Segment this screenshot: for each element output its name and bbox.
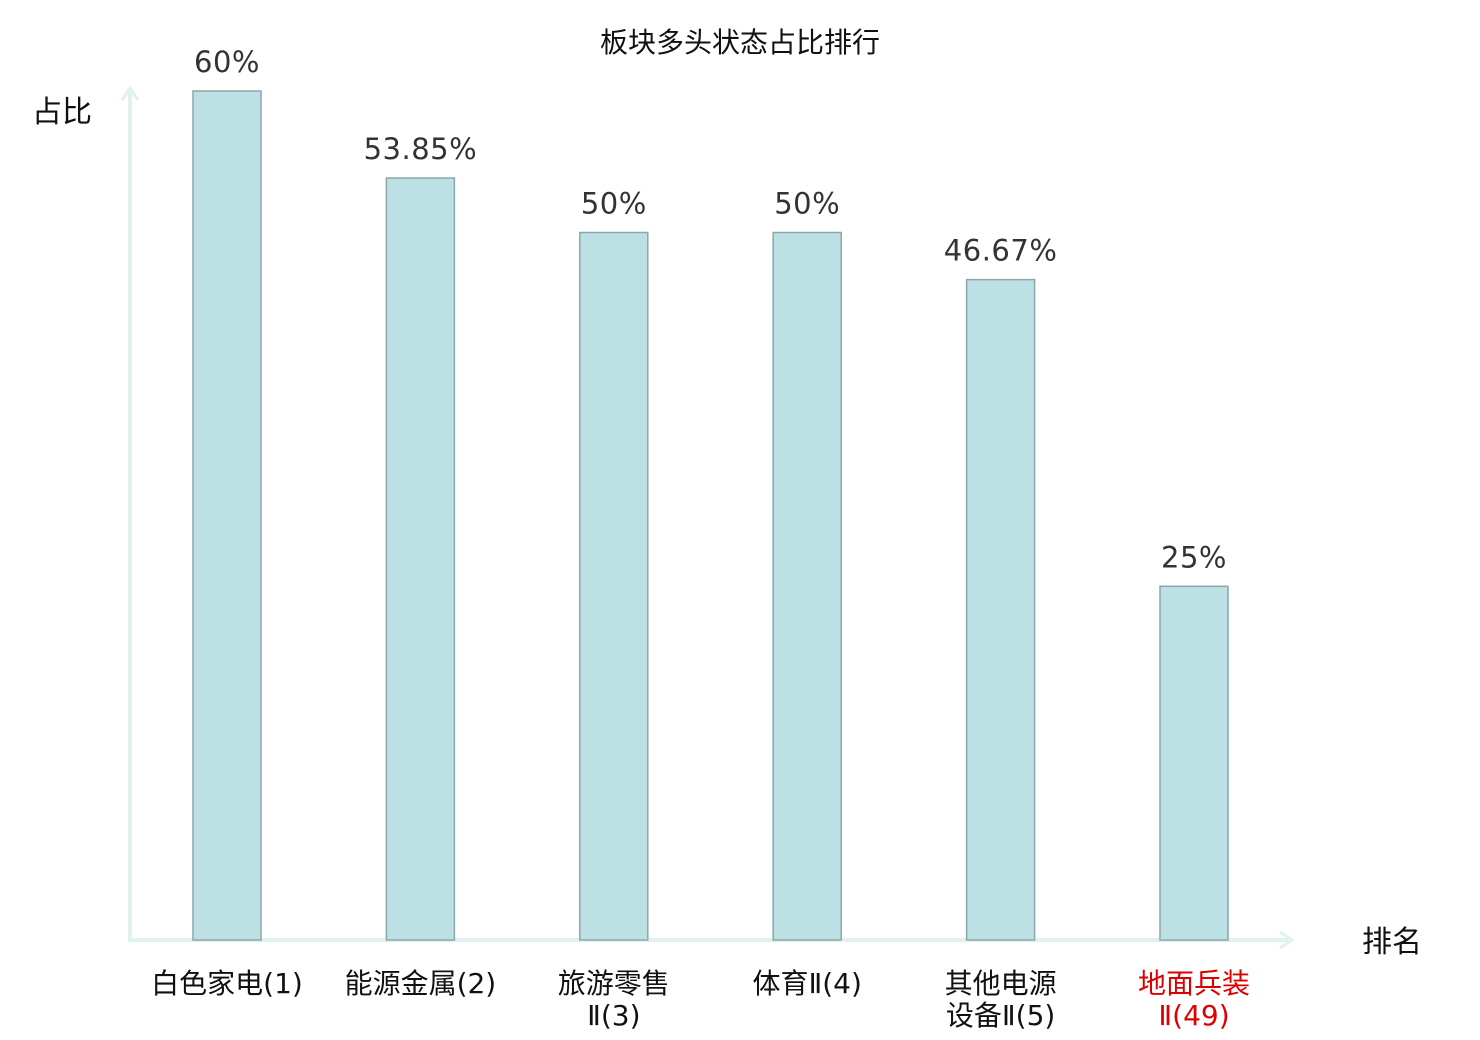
- y-axis-label: 占比: [32, 95, 92, 130]
- category-label-line: 设备Ⅱ(5): [946, 999, 1055, 1032]
- bar-2: [385, 177, 456, 941]
- value-label-3: 50%: [581, 187, 647, 221]
- category-label-line: 能源金属(2): [345, 967, 497, 1000]
- category-label-line: 体育Ⅱ(4): [752, 967, 861, 1000]
- value-label-4: 50%: [774, 187, 840, 221]
- x-axis-label: 排名: [1362, 925, 1422, 960]
- category-label-3: 旅游零售 Ⅱ(3): [558, 967, 670, 1032]
- bar-3: [579, 231, 649, 941]
- category-labels-group: 白色家电(1) 能源金属(2) 旅游零售 Ⅱ(3) 体育Ⅱ(4) 其他电源设备Ⅱ(5) 地面…: [151, 967, 1250, 1032]
- category-label-1: 白色家电(1): [151, 967, 303, 1000]
- category-label-line: 其他电源: [945, 967, 1057, 1000]
- category-label-4: 体育Ⅱ(4): [752, 967, 861, 1000]
- category-label-2: 能源金属(2): [345, 967, 497, 1000]
- chart-title: 板块多头状态占比排行: [600, 26, 880, 59]
- category-label-5: 其他电源设备Ⅱ(5): [945, 967, 1057, 1032]
- bars-group: [192, 90, 1229, 941]
- bar-4: [772, 231, 842, 941]
- category-label-line: Ⅱ(3): [587, 999, 640, 1032]
- bar-6: [1159, 585, 1229, 941]
- bar-5: [965, 278, 1036, 941]
- value-label-5: 46.67%: [944, 234, 1058, 268]
- category-label-line: 地面兵装: [1138, 967, 1250, 1000]
- category-label-line: Ⅱ(49): [1158, 999, 1229, 1032]
- category-label-6: 地面兵装 Ⅱ(49): [1138, 967, 1250, 1032]
- category-label-line: 旅游零售: [558, 967, 670, 1000]
- value-label-6: 25%: [1161, 540, 1227, 574]
- bar-1: [192, 90, 262, 941]
- value-label-2: 53.85%: [364, 132, 478, 166]
- category-label-line: 白色家电(1): [151, 967, 303, 1000]
- value-labels-group: 60% 53.85% 50% 50% 46.67% 25%: [194, 45, 1227, 574]
- value-label-1: 60%: [194, 45, 260, 79]
